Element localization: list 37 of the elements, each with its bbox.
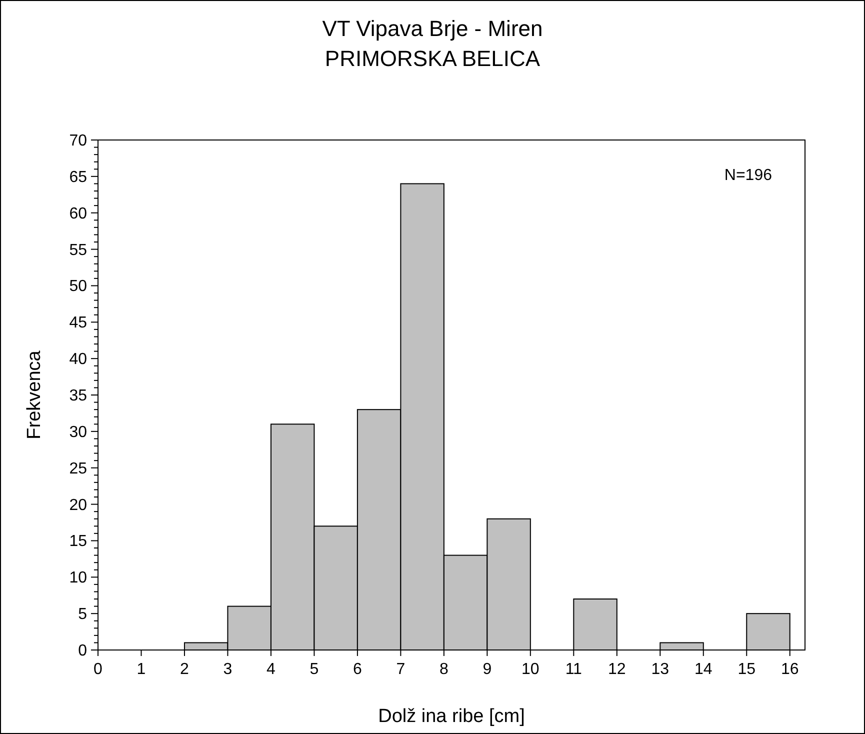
y-tick-label: 10 xyxy=(69,570,88,587)
y-tick-label: 55 xyxy=(69,242,88,259)
x-tick-label: 14 xyxy=(694,661,712,678)
y-tick-label: 5 xyxy=(78,606,88,624)
x-tick-label: 7 xyxy=(396,661,406,678)
y-tick-label: 35 xyxy=(69,388,88,404)
x-tick-label: 3 xyxy=(223,661,232,678)
y-tick-label: 15 xyxy=(69,533,88,550)
y-tick-label: 0 xyxy=(78,642,88,660)
x-tick-label: 11 xyxy=(565,661,582,678)
annotation: N=196 xyxy=(724,167,772,184)
x-tick-label: 10 xyxy=(522,661,540,678)
y-tick-label: 25 xyxy=(69,460,88,478)
x-tick-label: 16 xyxy=(780,661,799,678)
chart-title: VT Vipava Brje - Miren xyxy=(322,16,543,41)
x-tick-label: 15 xyxy=(738,661,756,678)
y-tick-label: 30 xyxy=(69,424,88,441)
x-tick-label: 9 xyxy=(482,661,492,678)
y-tick-label: 50 xyxy=(69,278,88,296)
chart-subtitle: PRIMORSKA BELICA xyxy=(324,46,540,71)
x-tick-label: 2 xyxy=(180,661,190,678)
y-tick-label: 45 xyxy=(69,314,88,332)
y-tick-label: 20 xyxy=(69,496,88,514)
y-tick-label: 40 xyxy=(69,351,88,368)
x-tick-label: 1 xyxy=(136,661,146,678)
y-tick-label: 65 xyxy=(69,168,88,186)
x-tick-label: 13 xyxy=(651,661,670,678)
y-tick-label: 60 xyxy=(69,205,88,222)
x-tick-label: 4 xyxy=(266,661,276,678)
x-tick-label: 12 xyxy=(608,661,626,678)
y-tick-label: 70 xyxy=(69,132,88,150)
x-tick-label: 5 xyxy=(310,661,319,678)
y-axis-title: Frekvenca xyxy=(24,350,45,440)
x-tick-label: 8 xyxy=(439,661,448,678)
x-axis-title: Dolž ina ribe [cm] xyxy=(378,706,525,727)
x-tick-label: 6 xyxy=(352,661,362,678)
x-tick-label: 0 xyxy=(94,661,103,678)
